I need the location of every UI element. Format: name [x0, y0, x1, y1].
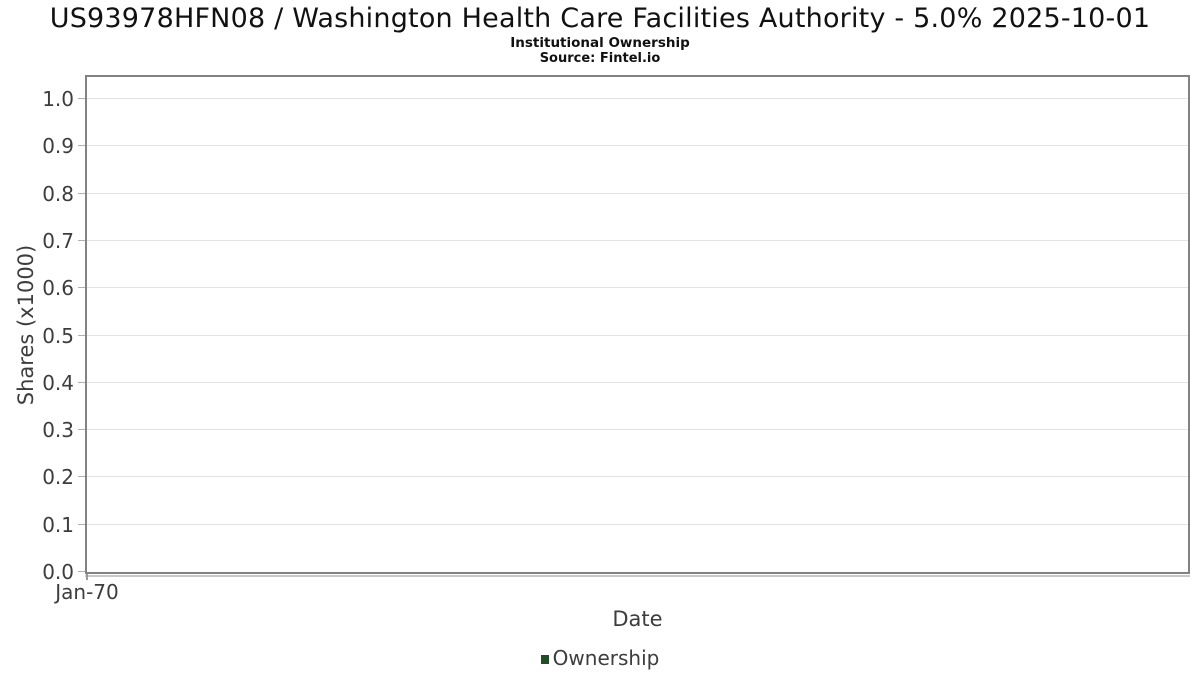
gridline: [87, 145, 1188, 147]
y-axis-ticks: 0.0 0.1 0.2 0.3 0.4 0.5 0.6 0.7 0.8 0.9 1.0: [0, 0, 85, 675]
y-tick-mark: [78, 239, 85, 241]
y-tick-mark: [78, 523, 85, 525]
plot-area: [85, 75, 1190, 574]
gridline: [87, 381, 1188, 383]
y-tick-mark: [78, 429, 85, 431]
y-tick-mark: [78, 192, 85, 194]
gridline: [87, 429, 1188, 431]
y-tick-label: 0.3: [42, 418, 74, 443]
y-tick-label: 0.0: [42, 560, 74, 584]
gridline: [87, 476, 1188, 478]
chart-source: Source: Fintel.io: [539, 51, 661, 66]
gridline: [87, 523, 1188, 525]
chart-title: US93978HFN08 / Washington Health Care Fa…: [49, 3, 1151, 34]
x-tick-mark: [86, 574, 88, 580]
y-tick-label: 0.7: [42, 228, 74, 253]
gridline: [87, 98, 1188, 99]
chart-subtitle: Institutional Ownership: [510, 35, 690, 51]
y-tick-label: 0.9: [42, 134, 74, 159]
y-tick-label: 0.4: [42, 370, 74, 395]
y-tick-mark: [78, 381, 85, 383]
x-tick-label: Jan-70: [55, 580, 119, 604]
legend-ownership-swatch: [540, 654, 549, 664]
y-tick-mark: [78, 287, 85, 289]
gridline: [87, 287, 1188, 289]
x-axis-line: [85, 575, 1190, 577]
y-tick-mark: [78, 476, 85, 478]
y-tick-label: 0.8: [42, 181, 74, 206]
y-tick-mark: [78, 334, 85, 336]
y-tick-label: 0.5: [42, 323, 74, 348]
x-axis-title: Date: [612, 607, 663, 631]
gridline: [87, 192, 1188, 194]
y-tick-mark: [78, 571, 85, 572]
legend: Ownership: [0, 646, 1200, 670]
y-tick-label: 0.2: [42, 465, 74, 490]
y-tick-mark: [78, 145, 85, 147]
gridline: [87, 334, 1188, 336]
y-tick-label: 1.0: [42, 87, 74, 111]
y-tick-label: 0.1: [42, 512, 74, 537]
y-tick-mark: [78, 98, 85, 99]
y-tick-label: 0.6: [42, 276, 74, 301]
legend-ownership-label: Ownership: [552, 646, 660, 670]
gridline: [87, 239, 1188, 241]
